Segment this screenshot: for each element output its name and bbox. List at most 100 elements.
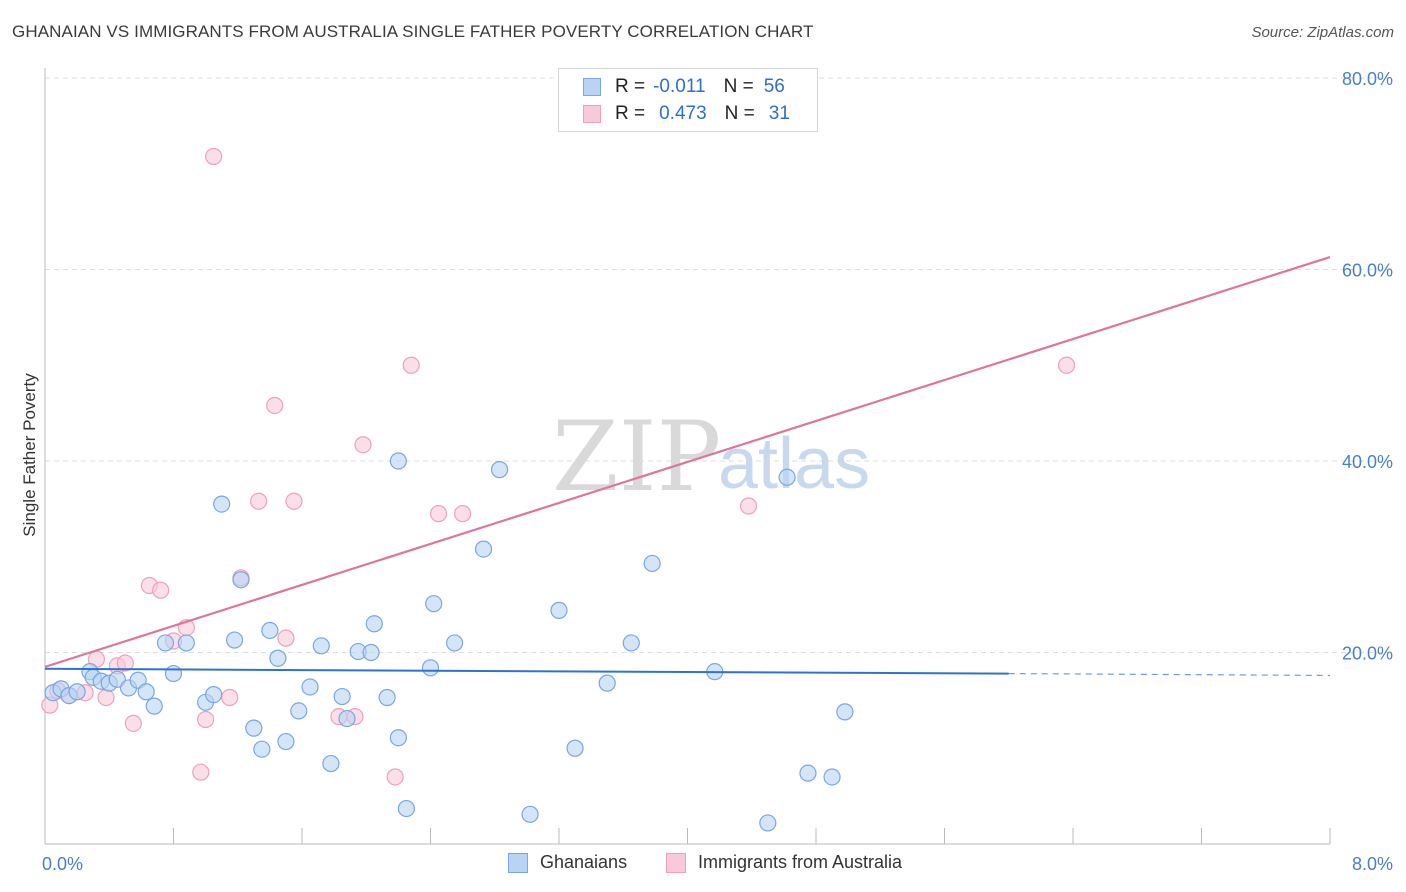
data-point-ghanaians [301,678,319,696]
data-point-ghanaians [421,659,440,677]
data-point-ghanaians [389,452,407,470]
data-point-immigrants [116,654,134,672]
data-point-ghanaians [245,719,263,737]
data-point-ghanaians [474,540,493,558]
legend-row-immigrants: R = 0.473 N = 31 [583,102,790,126]
legend-n-value: 31 [768,103,790,124]
data-point-immigrants [266,396,284,415]
legend-swatch-blue [583,78,601,96]
series-ghanaians [44,452,854,832]
x-tick-label: 0.0% [42,854,83,874]
data-point-ghanaians [823,768,841,786]
legend-r-label: R = [615,103,646,124]
legend-item-immigrants: Immigrants from Australia [666,852,902,873]
data-point-ghanaians [253,740,271,758]
grid-lines [45,77,1392,653]
data-point-ghanaians [205,686,223,704]
data-point-ghanaians [836,703,854,721]
data-point-immigrants [250,492,268,510]
legend-r-value: 0.473 [659,103,707,124]
data-point-ghanaians [277,732,295,751]
legend-n-label: N = [723,76,754,97]
y-axis-title: Single Father Poverty [20,373,39,537]
data-point-ghanaians [322,754,340,773]
trend-lines [44,256,1331,677]
data-point-ghanaians [643,554,661,573]
data-point-ghanaians [799,764,817,782]
legend-label-immigrants: Immigrants from Australia [698,852,903,872]
data-point-ghanaians [177,634,195,652]
data-point-immigrants [402,356,420,374]
data-point-ghanaians [232,571,250,589]
y-tick-label: 20.0% [1342,644,1393,664]
data-point-ghanaians [145,697,163,715]
trend-line-ghanaians [44,667,1009,675]
y-tick-label: 80.0% [1342,69,1393,89]
data-point-immigrants [386,768,404,786]
data-point-ghanaians [622,634,640,652]
data-point-ghanaians [261,621,279,640]
chart-source: Source: ZipAtlas.com [1251,24,1394,41]
trend-line-immigrants [44,256,1331,668]
axes [44,68,1331,845]
x-tick-label: 8.0% [1352,854,1393,874]
data-point-immigrants [205,147,223,166]
data-point-immigrants [221,688,239,707]
data-point-immigrants [454,505,472,523]
data-point-immigrants [739,497,758,515]
data-point-ghanaians [389,729,407,747]
data-point-immigrants [152,581,170,599]
y-tick-label: 40.0% [1342,452,1393,472]
chart-title: GHANAIAN VS IMMIGRANTS FROM AUSTRALIA SI… [12,22,814,41]
trend-line-ghanaians-extrapolated [1008,672,1331,677]
legend-swatch-pink [666,852,686,873]
data-point-ghanaians [397,799,416,818]
data-point-ghanaians [312,637,330,655]
data-point-ghanaians [137,683,155,701]
data-point-ghanaians [362,643,380,662]
legend-n-label: N = [724,103,755,124]
data-point-ghanaians [521,805,539,823]
series-legend: Ghanaians Immigrants from Australia [0,852,1406,878]
data-point-immigrants [354,436,372,454]
data-point-immigrants [1057,356,1076,374]
data-point-immigrants [192,763,210,781]
data-point-ghanaians [550,601,568,619]
tick-labels: 20.0% 40.0% 60.0% 80.0% 0.0% 8.0% [42,69,1393,874]
data-point-ghanaians [164,664,183,683]
data-point-immigrants [285,492,303,510]
watermark: ZIP atlas [552,401,870,513]
data-point-immigrants [124,714,142,732]
data-point-ghanaians [269,649,287,667]
data-point-immigrants [197,710,215,729]
watermark-zip: ZIP [552,401,721,513]
correlation-legend: R = -0.011 N = 56 R = 0.473 N = 31 [558,68,818,132]
data-point-ghanaians [759,814,777,832]
data-point-ghanaians [566,739,584,757]
legend-n-value: 56 [763,76,785,97]
data-point-ghanaians [490,461,509,479]
legend-label-ghanaians: Ghanaians [540,852,628,872]
data-point-ghanaians [365,615,383,633]
legend-row-ghanaians: R = -0.011 N = 56 [583,75,785,99]
legend-r-label: R = [615,76,646,97]
data-point-ghanaians [156,634,175,652]
legend-swatch-pink [583,105,601,123]
data-point-immigrants [277,629,295,647]
data-point-ghanaians [598,674,616,692]
legend-item-ghanaians: Ghanaians [508,852,627,873]
data-point-ghanaians [378,688,396,707]
data-point-ghanaians [225,631,244,649]
legend-swatch-blue [508,852,528,873]
data-point-ghanaians [213,495,231,513]
data-point-ghanaians [445,634,464,652]
watermark-atlas: atlas [718,424,870,504]
data-point-ghanaians [290,702,308,720]
legend-r-value: -0.011 [653,76,706,97]
data-point-ghanaians [425,595,443,613]
data-point-ghanaians [778,468,796,486]
data-point-ghanaians [68,683,86,701]
data-point-ghanaians [338,709,356,728]
data-point-ghanaians [333,687,351,706]
